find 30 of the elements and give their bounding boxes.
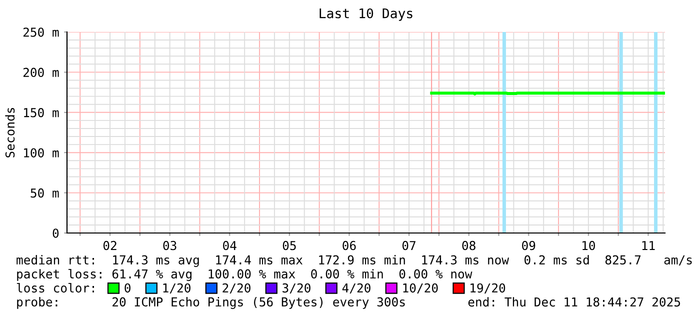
x-tick-label: 03 (163, 240, 176, 250)
legend-label: 1/20 (163, 283, 190, 294)
y-tick-label: 250 m (23, 28, 59, 37)
text: packet loss: 61.47 % avg 100.00 % max 0.00 % min 0.00 % now (17, 269, 472, 281)
x-tick-label: 07 (402, 240, 416, 250)
legend-label: 4/20 (342, 283, 370, 294)
y-tick-label: 200 m (23, 68, 59, 78)
y-axis-title: Seconds (5, 108, 15, 158)
x-tick-label: 06 (342, 240, 356, 250)
legend-label: 19/20 (470, 283, 506, 294)
text: median rtt: 174.3 ms avg 174.4 ms max 172.9 ms min 174.3 ms now 0.2 ms sd 825.7 am/s (16, 255, 692, 267)
legend-title: loss color: (16, 283, 94, 293)
legend-label: 0 (124, 283, 130, 293)
legend-label: 10/20 (403, 283, 438, 294)
y-tick-label: 50 m (30, 188, 59, 198)
text: end: Thu Dec 11 18:44:27 2025 (468, 297, 680, 307)
x-tick-label: 11 (642, 241, 655, 250)
x-tick-label: 02 (103, 240, 116, 250)
x-tick-label: 04 (223, 240, 236, 250)
y-tick-label: 150 m (24, 108, 59, 118)
x-tick-label: 08 (462, 240, 476, 250)
y-tick-label: 100 m (24, 148, 59, 158)
legend-label: 3/20 (282, 283, 310, 294)
chart-title: Last 10 Days (320, 8, 412, 21)
y-tick-label: 0 (52, 228, 59, 238)
x-tick-label: 09 (522, 240, 536, 250)
legend-label: 2/20 (222, 283, 250, 294)
text: probe: 20 ICMP Echo Pings (56 Bytes) every 300s (17, 297, 405, 309)
x-tick-label: 05 (282, 240, 296, 250)
x-tick-label: 10 (582, 240, 595, 250)
